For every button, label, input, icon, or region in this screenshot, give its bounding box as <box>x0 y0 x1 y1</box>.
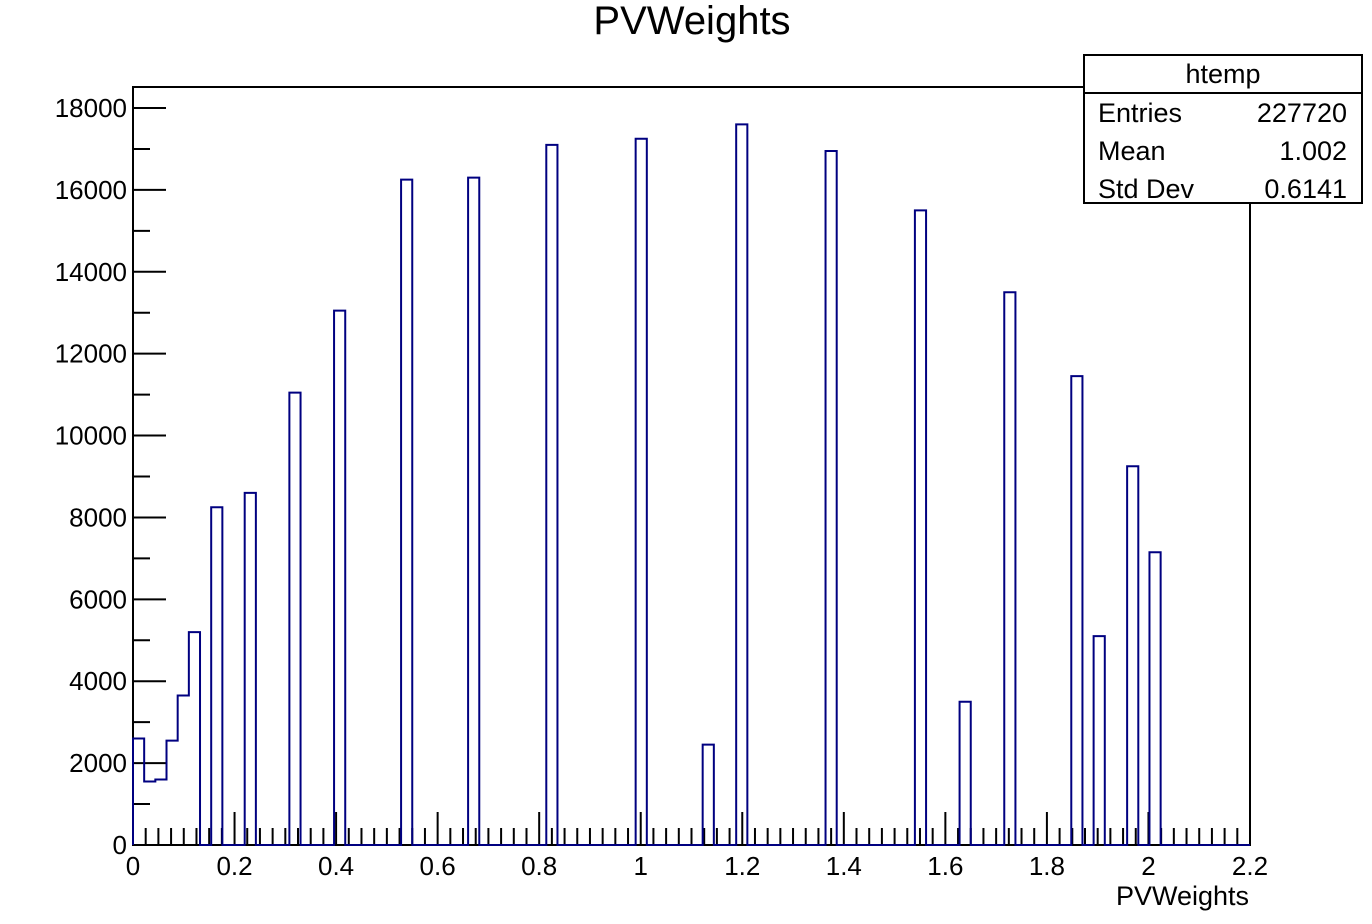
histogram-bin <box>1004 292 1015 845</box>
stats-row-stddev: Std Dev 0.6141 <box>1085 170 1361 208</box>
histogram-bin <box>289 393 300 845</box>
x-tick-label: 1.6 <box>927 851 963 881</box>
histogram-bin <box>1127 466 1138 845</box>
histogram-bin <box>211 507 222 845</box>
x-tick-label: 2 <box>1141 851 1155 881</box>
histogram-bin <box>915 210 926 845</box>
x-tick-label: 1.8 <box>1029 851 1065 881</box>
histogram-bin <box>736 124 747 845</box>
x-tick-label: 0 <box>126 851 140 881</box>
histogram-bin <box>155 779 166 845</box>
y-axis-ticks: 0 2000 4000 6000 8000 10000 12000 14000 16000 180… <box>55 93 166 860</box>
histogram-bin <box>189 632 200 845</box>
histogram-bin <box>245 493 256 845</box>
x-tick-label: 2.2 <box>1232 851 1268 881</box>
stats-value: 0.6141 <box>1264 174 1347 204</box>
y-tick-label: 6000 <box>69 584 127 614</box>
y-tick-label: 8000 <box>69 502 127 532</box>
histogram-bin <box>401 180 412 845</box>
x-tick-label: 0.6 <box>420 851 456 881</box>
histogram-outline <box>132 123 1250 846</box>
stats-title: htemp <box>1085 56 1361 94</box>
histogram-bin <box>960 702 971 845</box>
stats-value: 227720 <box>1256 98 1347 128</box>
x-tick-label: 0.4 <box>318 851 354 881</box>
stats-label: Entries <box>1098 98 1183 128</box>
chart-title: PVWeights <box>593 0 790 43</box>
stats-label: Std Dev <box>1098 174 1195 204</box>
histogram-bin <box>636 139 647 845</box>
histogram-bin <box>1149 552 1160 845</box>
x-axis-label: PVWeights <box>1116 881 1249 911</box>
stats-row-entries: Entries 227720 <box>1085 94 1361 132</box>
histogram-bin <box>133 739 144 845</box>
histogram-bin <box>178 696 189 845</box>
stats-box: htemp Entries 227720 Mean 1.002 Std Dev … <box>1083 54 1363 204</box>
histogram-bin <box>468 178 479 845</box>
x-tick-label: 0.2 <box>216 851 252 881</box>
histogram-bin <box>546 145 557 845</box>
x-tick-label: 0.8 <box>521 851 557 881</box>
stats-row-mean: Mean 1.002 <box>1085 132 1361 170</box>
histogram-bin <box>1094 636 1105 845</box>
histogram-bin <box>334 311 345 845</box>
histogram-bin <box>1071 376 1082 845</box>
y-tick-label: 10000 <box>55 421 127 451</box>
x-tick-label: 1.2 <box>724 851 760 881</box>
y-tick-label: 16000 <box>55 175 127 205</box>
histogram-series <box>132 123 1250 846</box>
stats-label: Mean <box>1098 136 1166 166</box>
stats-value: 1.002 <box>1279 136 1347 166</box>
y-tick-label: 12000 <box>55 339 127 369</box>
y-tick-label: 4000 <box>69 666 127 696</box>
y-tick-label: 2000 <box>69 748 127 778</box>
y-tick-label: 0 <box>113 830 127 860</box>
histogram-bin <box>826 151 837 845</box>
histogram-bin <box>167 741 178 845</box>
x-tick-label: 1.4 <box>826 851 862 881</box>
x-tick-label: 1 <box>633 851 647 881</box>
y-tick-label: 18000 <box>55 93 127 123</box>
x-axis-ticks: 0 0.2 0.4 0.6 0.8 1 1.2 1.4 1.6 1.8 2 2.2 <box>126 812 1268 881</box>
y-tick-label: 14000 <box>55 257 127 287</box>
